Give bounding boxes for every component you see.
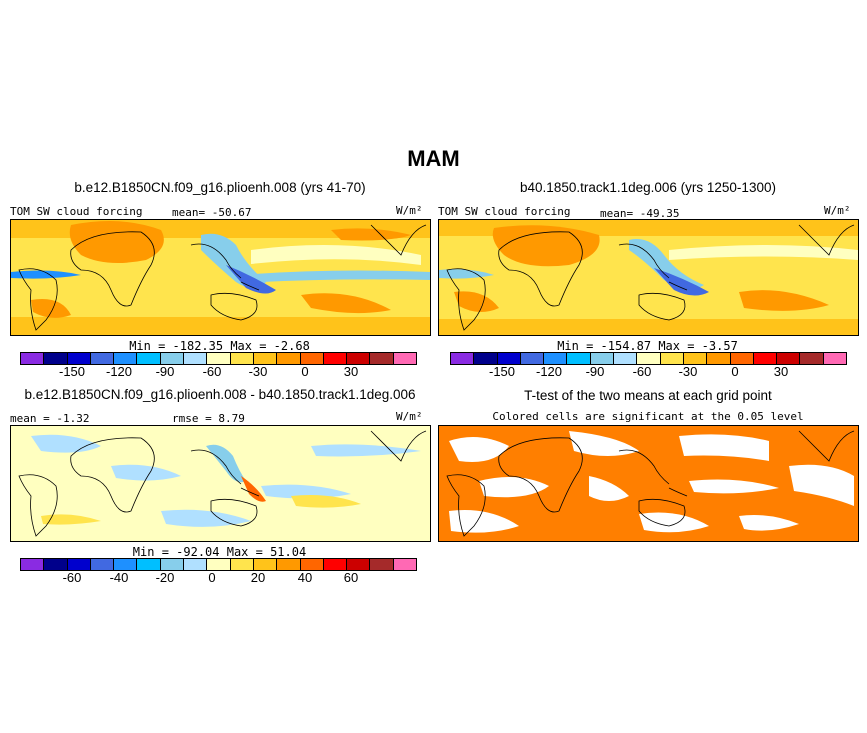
colorbar-swatch (474, 353, 498, 364)
colorbar-tick: -90 (155, 364, 175, 379)
minmax-top-right: Min = -154.87 Max = -3.57 (557, 339, 738, 353)
colorbar-swatch (44, 353, 68, 364)
colorbar-tick: -60 (632, 364, 652, 379)
colorbar-swatch (207, 559, 231, 570)
units-bottom-left: W/m² (396, 410, 423, 423)
colorbar-tick: -120 (105, 364, 133, 379)
rmse-value-bottom-left: rmse = 8.79 (172, 412, 245, 425)
colorbar-tick: -30 (678, 364, 698, 379)
colorbar-top-left (20, 352, 417, 365)
figure-title: MAM (407, 146, 460, 171)
colorbar-swatch (660, 353, 684, 364)
colorbar-swatch (370, 559, 394, 570)
colorbar-tick: -90 (585, 364, 605, 379)
colorbar-swatch (683, 353, 708, 364)
colorbar-swatch (300, 559, 324, 570)
colorbar-swatch (160, 353, 185, 364)
colorbar-tick: -150 (488, 364, 516, 379)
colorbar-swatch (160, 559, 185, 570)
colorbar-swatch (207, 353, 231, 364)
colorbar-swatch (67, 559, 91, 570)
colorbar-tick: 40 (297, 570, 313, 585)
colorbar-swatch (370, 353, 394, 364)
minmax-top-left: Min = -182.35 Max = -2.68 (129, 339, 310, 353)
map-bottom-right (438, 425, 859, 542)
mean-value-bottom-left: mean = -1.32 (10, 412, 90, 425)
colorbar-swatch (800, 353, 824, 364)
colorbar-swatch (184, 353, 208, 364)
colorbar-tick: 30 (773, 364, 789, 379)
colorbar-tick: -60 (202, 364, 222, 379)
map-top-left (10, 219, 431, 336)
colorbar-swatch (253, 559, 278, 570)
colorbar-tick: -40 (109, 570, 129, 585)
units-top-left: W/m² (396, 204, 423, 217)
colorbar-tick: 0 (208, 570, 216, 585)
colorbar-swatch (277, 353, 301, 364)
colorbar-tick: 60 (343, 570, 359, 585)
panel-title-top-right: b40.1850.track1.1deg.006 (yrs 1250-1300) (520, 180, 776, 195)
panel-title-top-left: b.e12.B1850CN.f09_g16.plioenh.008 (yrs 4… (74, 180, 366, 195)
colorbar-swatch (590, 353, 615, 364)
colorbar-swatch (497, 353, 521, 364)
colorbar-swatch (393, 353, 417, 364)
map-top-right (438, 219, 859, 336)
colorbar-tick: -120 (535, 364, 563, 379)
panel-subtitle-bottom-right: Colored cells are significant at the 0.0… (492, 410, 804, 423)
colorbar-swatch (300, 353, 324, 364)
mean-value-top-left: mean= -50.67 (172, 206, 252, 219)
colorbar-swatch (637, 353, 661, 364)
panel-title-bottom-left: b.e12.B1850CN.f09_g16.plioenh.008 - b40.… (24, 387, 416, 402)
colorbar-swatch (567, 353, 591, 364)
colorbar-swatch (393, 559, 417, 570)
colorbar-tick: 20 (250, 570, 266, 585)
variable-label-top-right: TOM SW cloud forcing (438, 205, 571, 218)
colorbar-tick: 30 (343, 364, 359, 379)
colorbar-swatch (323, 559, 348, 570)
colorbar-swatch (90, 559, 115, 570)
panel-title-bottom-right: T-test of the two means at each grid poi… (524, 388, 772, 403)
variable-label-top-left: TOM SW cloud forcing (10, 205, 143, 218)
colorbar-swatch (323, 353, 348, 364)
colorbar-swatch (277, 559, 301, 570)
colorbar-swatch (614, 353, 638, 364)
colorbar-tick: 0 (731, 364, 739, 379)
colorbar-swatch (21, 559, 45, 570)
colorbar-swatch (253, 353, 278, 364)
map-bottom-left (10, 425, 431, 542)
colorbar-tick: 0 (301, 364, 309, 379)
colorbar-tick: -20 (155, 570, 175, 585)
colorbar-swatch (67, 353, 91, 364)
colorbar-swatch (114, 559, 138, 570)
colorbar-swatch (753, 353, 778, 364)
colorbar-swatch (137, 353, 161, 364)
minmax-bottom-left: Min = -92.04 Max = 51.04 (132, 545, 307, 559)
colorbar-swatch (520, 353, 545, 364)
colorbar-swatch (451, 353, 475, 364)
colorbar-swatch (114, 353, 138, 364)
mean-value-top-right: mean= -49.35 (600, 207, 680, 220)
colorbar-tick: -60 (62, 570, 82, 585)
colorbar-swatch (544, 353, 568, 364)
colorbar-swatch (777, 353, 801, 364)
colorbar-swatch (347, 559, 371, 570)
colorbar-swatch (137, 559, 161, 570)
colorbar-swatch (823, 353, 847, 364)
colorbar-bottom-left (20, 558, 417, 571)
colorbar-tick: -150 (58, 364, 86, 379)
colorbar-swatch (230, 559, 254, 570)
colorbar-swatch (44, 559, 68, 570)
colorbar-swatch (707, 353, 731, 364)
colorbar-top-right (450, 352, 847, 365)
units-top-right: W/m² (824, 204, 851, 217)
colorbar-swatch (230, 353, 254, 364)
colorbar-swatch (90, 353, 115, 364)
colorbar-swatch (21, 353, 45, 364)
colorbar-swatch (730, 353, 754, 364)
colorbar-swatch (184, 559, 208, 570)
colorbar-tick: -30 (248, 364, 268, 379)
colorbar-swatch (347, 353, 371, 364)
